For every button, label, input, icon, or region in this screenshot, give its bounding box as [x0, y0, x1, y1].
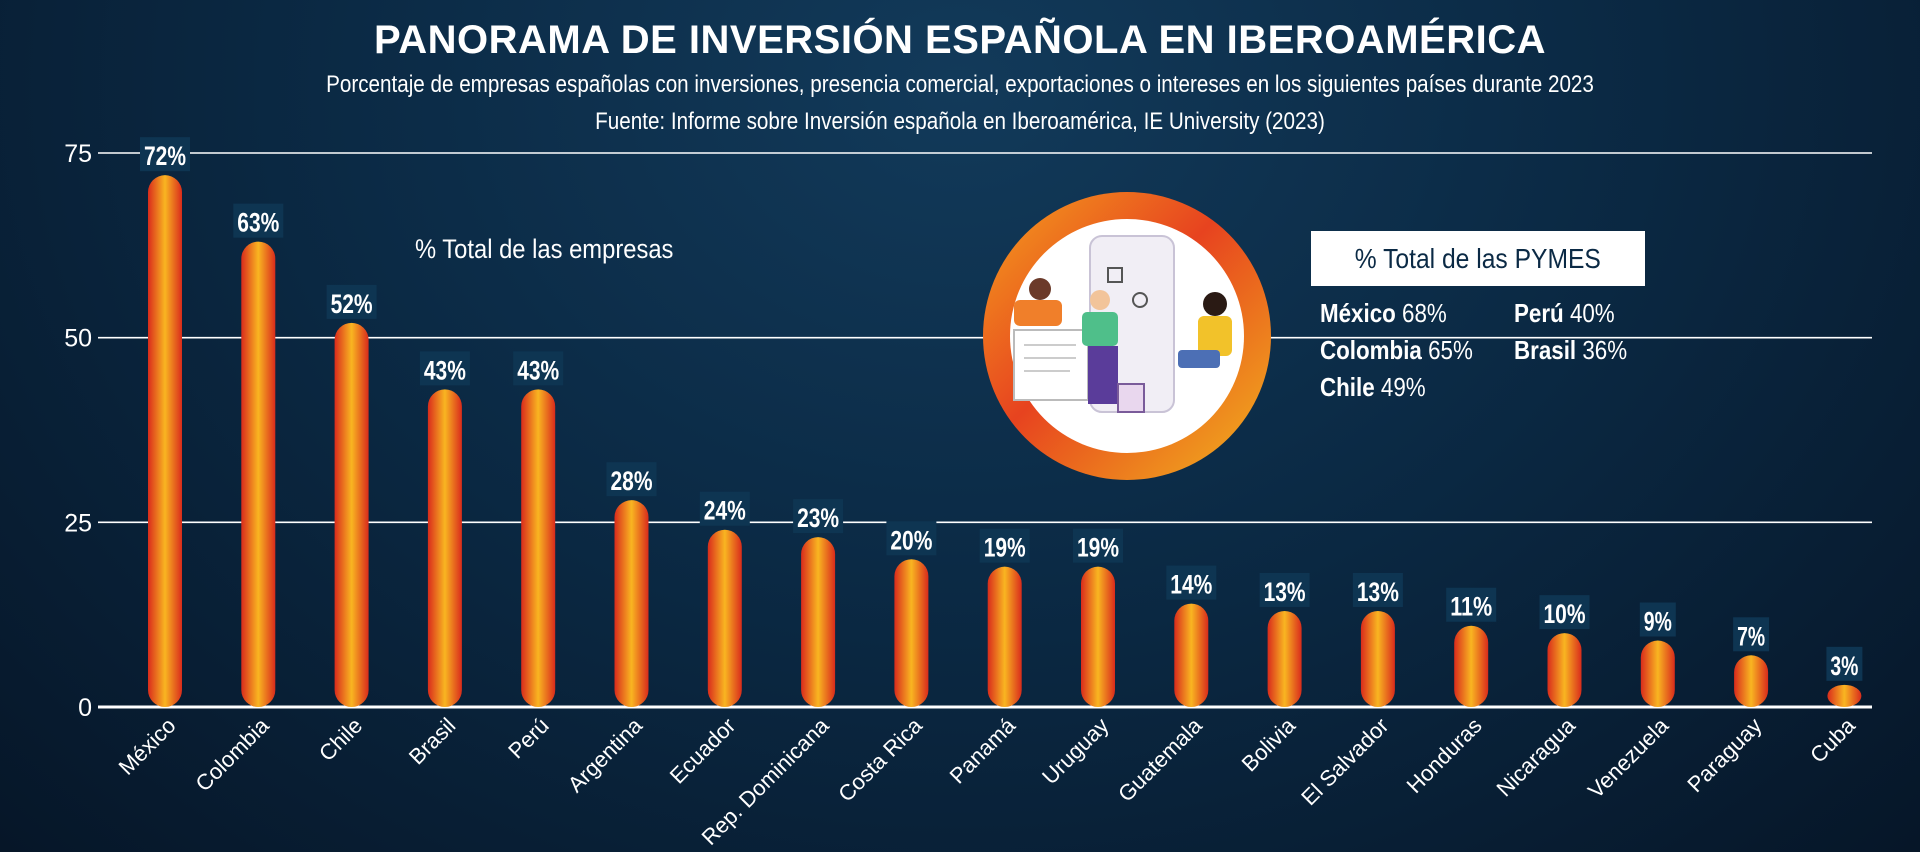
bar	[241, 241, 276, 707]
category-label: Venezuela	[1583, 712, 1674, 803]
value-label: 43%	[424, 355, 466, 385]
value-label-bg	[1446, 587, 1497, 622]
pymes-title: % Total de las PYMES	[1354, 243, 1602, 274]
y-tick-label: 75	[64, 140, 92, 168]
value-label: 3%	[1830, 651, 1858, 681]
bar	[1734, 655, 1769, 707]
value-label: 28%	[611, 466, 653, 496]
value-label: 13%	[1264, 577, 1306, 607]
bar	[1174, 603, 1209, 707]
category-label: Panamá	[945, 712, 1021, 788]
bar	[707, 529, 742, 707]
y-tick-label: 25	[64, 509, 92, 537]
person-center-icon	[1090, 290, 1110, 310]
category-label: Guatemala	[1113, 712, 1207, 806]
category-label: Colombia	[190, 712, 274, 796]
bar	[801, 537, 836, 707]
category-label: Perú	[503, 713, 554, 764]
bar	[148, 175, 182, 707]
category-label: Brasil	[404, 713, 461, 770]
chart-subtitle: Porcentaje de empresas españolas con inv…	[326, 71, 1594, 98]
category-label: El Salvador	[1296, 713, 1393, 810]
value-label: 7%	[1737, 621, 1765, 651]
category-label: Nicaragua	[1491, 712, 1580, 801]
bar	[1827, 684, 1862, 707]
value-label: 10%	[1544, 599, 1586, 629]
bar	[1081, 566, 1115, 707]
category-label: Bolivia	[1237, 712, 1301, 776]
bar	[614, 500, 649, 707]
bar	[521, 389, 556, 707]
value-label-bg	[326, 284, 377, 319]
value-label-bg	[1539, 595, 1590, 630]
value-label: 63%	[237, 208, 279, 238]
value-label: 24%	[704, 496, 746, 526]
value-label-bg	[1073, 528, 1123, 563]
category-label: Paraguay	[1682, 713, 1766, 797]
bar	[334, 322, 369, 707]
chart-title: PANORAMA DE INVERSIÓN ESPAÑOLA EN IBEROA…	[374, 18, 1546, 62]
chart-source: Fuente: Informe sobre Inversión española…	[595, 108, 1325, 135]
value-label-bg	[1352, 572, 1403, 607]
value-label-bg	[513, 351, 564, 386]
pymes-item-mexico: México 68%	[1320, 298, 1447, 328]
pymes-item-chile: Chile 49%	[1320, 372, 1426, 402]
value-label: 72%	[144, 141, 186, 171]
pymes-item-colombia: Colombia 65%	[1320, 335, 1473, 365]
category-label: Ecuador	[665, 713, 741, 789]
value-label: 43%	[517, 355, 559, 385]
value-label-bg	[793, 499, 844, 534]
bar	[427, 389, 462, 707]
legend-total-label: % Total de las empresas	[415, 234, 674, 264]
value-label-bg	[1826, 646, 1863, 681]
value-label-bg	[233, 203, 284, 238]
category-label: Costa Rica	[833, 712, 927, 806]
value-label: 11%	[1450, 592, 1492, 622]
category-label: Chile	[314, 713, 367, 766]
bar	[894, 559, 929, 707]
y-tick-label: 50	[64, 325, 92, 353]
value-label: 52%	[331, 289, 373, 319]
category-label: Argentina	[563, 712, 648, 797]
value-label-bg	[886, 521, 937, 556]
bar	[1267, 610, 1302, 707]
value-label-bg	[1733, 617, 1770, 652]
bar	[987, 566, 1022, 707]
pymes-illustration	[983, 192, 1271, 480]
value-label: 19%	[984, 533, 1026, 563]
bar	[1360, 610, 1395, 707]
bar	[1454, 625, 1489, 707]
value-label-bg	[419, 351, 470, 386]
person-left-icon	[1029, 278, 1051, 300]
document-icon	[1013, 329, 1089, 401]
category-label: Uruguay	[1037, 713, 1113, 789]
value-label: 23%	[797, 503, 839, 533]
value-label-bg	[979, 528, 1030, 563]
value-label-bg	[606, 462, 657, 497]
value-label-bg	[1166, 565, 1217, 600]
pymes-item-brasil: Brasil 36%	[1514, 335, 1628, 365]
y-tick-label: 0	[78, 694, 92, 722]
bar	[1640, 640, 1675, 707]
value-label: 14%	[1170, 570, 1212, 600]
value-label-bg	[1259, 572, 1310, 607]
category-label: Honduras	[1402, 713, 1487, 798]
value-label-bg	[1639, 602, 1676, 637]
value-label-bg	[699, 491, 750, 526]
bar	[1547, 633, 1582, 707]
category-label: Cuba	[1805, 712, 1860, 767]
person-right-icon	[1203, 292, 1227, 316]
value-label: 19%	[1077, 533, 1119, 563]
category-label: México	[114, 713, 181, 780]
value-label-bg	[140, 137, 190, 172]
pymes-item-peru: Perú 40%	[1514, 298, 1615, 328]
pymes-title-box: % Total de las PYMES	[1311, 231, 1645, 286]
value-label: 13%	[1357, 577, 1399, 607]
value-label: 9%	[1644, 607, 1672, 637]
value-label: 20%	[890, 525, 932, 555]
